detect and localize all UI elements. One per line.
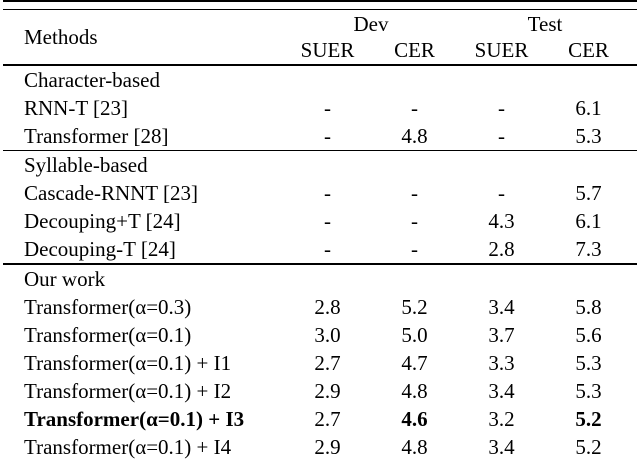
section-title: Syllable-based	[24, 153, 148, 178]
value-cell: -	[324, 123, 331, 148]
value-cell: -	[324, 95, 331, 120]
value-cell: 5.8	[575, 294, 602, 319]
test-cer-column-header: CER	[568, 38, 609, 62]
table-row: RNN-T [23] - - - 6.1	[3, 94, 637, 122]
method-cell: Transformer [28]	[24, 123, 169, 148]
results-table: Methods Dev Test SUER CER SUER CER Chara…	[3, 0, 637, 460]
value-cell: 2.9	[314, 434, 341, 459]
value-cell: -	[411, 237, 418, 262]
table-header: Methods Dev Test SUER CER SUER CER	[3, 10, 637, 64]
table-row: Transformer(α=0.1) + I2 2.9 4.8 3.4 5.3	[3, 377, 637, 405]
value-cell: 5.6	[575, 322, 602, 347]
section-title: Character-based	[24, 67, 160, 92]
value-cell: 4.8	[401, 434, 428, 459]
value-cell: 4.8	[401, 378, 428, 403]
value-cell: 3.3	[488, 350, 515, 375]
value-cell: 6.1	[575, 209, 602, 234]
method-cell: Transformer(α=0.3)	[24, 294, 192, 319]
method-cell: Transformer(α=0.1) + I1	[24, 350, 232, 375]
value-cell: 2.9	[314, 378, 341, 403]
value-cell: 2.8	[314, 294, 341, 319]
method-cell: RNN-T [23]	[24, 95, 129, 120]
value-cell: -	[498, 95, 505, 120]
value-cell: -	[324, 209, 331, 234]
value-cell: 5.2	[575, 406, 602, 431]
value-cell: 3.4	[488, 294, 515, 319]
method-cell: Decouping-T [24]	[24, 237, 176, 262]
table-row: Decouping+T [24] - - 4.3 6.1	[3, 207, 637, 235]
dev-suer-column-header: SUER	[300, 38, 355, 62]
table-row: Decouping-T [24] - - 2.8 7.3	[3, 235, 637, 263]
method-cell: Decouping+T [24]	[24, 209, 181, 234]
value-cell: 5.0	[401, 322, 428, 347]
value-cell: -	[411, 181, 418, 206]
dev-cer-column-header: CER	[394, 38, 435, 62]
header-bottom-rule	[3, 64, 637, 66]
value-cell: 4.6	[401, 406, 428, 431]
table-row: Transformer(α=0.1) + I4 2.9 4.8 3.4 5.2	[3, 433, 637, 460]
value-cell: 2.8	[488, 237, 515, 262]
test-suer-column-header: SUER	[474, 38, 529, 62]
value-cell: -	[411, 209, 418, 234]
value-cell: 4.8	[401, 123, 428, 148]
section-divider-rule	[3, 149, 637, 152]
table-row: Transformer(α=0.1) 3.0 5.0 3.7 5.6	[3, 321, 637, 349]
value-cell: 5.7	[575, 181, 602, 206]
value-cell: 3.4	[488, 378, 515, 403]
value-cell: 3.0	[314, 322, 341, 347]
method-cell: Transformer(α=0.1) + I3	[24, 406, 245, 431]
value-cell: 4.3	[488, 209, 515, 234]
method-cell: Transformer(α=0.1) + I4	[24, 434, 232, 459]
table-row: Transformer [28] - 4.8 - 5.3	[3, 122, 637, 150]
method-cell: Transformer(α=0.1)	[24, 322, 192, 347]
table-row: Transformer(α=0.1) + I1 2.7 4.7 3.3 5.3	[3, 349, 637, 377]
value-cell: 3.2	[488, 406, 515, 431]
value-cell: 6.1	[575, 95, 602, 120]
dev-group-header: Dev	[353, 12, 389, 36]
value-cell: 5.2	[575, 434, 602, 459]
methods-column-header: Methods	[24, 24, 98, 49]
value-cell: 5.2	[401, 294, 428, 319]
value-cell: 2.7	[314, 406, 341, 431]
test-group-header: Test	[527, 12, 563, 36]
value-cell: 5.3	[575, 123, 602, 148]
table-row: Transformer(α=0.3) 2.8 5.2 3.4 5.8	[3, 293, 637, 321]
table-row: Cascade-RNNT [23] - - - 5.7	[3, 179, 637, 207]
value-cell: -	[498, 181, 505, 206]
method-cell: Transformer(α=0.1) + I2	[24, 378, 232, 403]
value-cell: -	[324, 237, 331, 262]
value-cell: 3.4	[488, 434, 515, 459]
method-cell: Cascade-RNNT [23]	[24, 181, 198, 206]
value-cell: 5.3	[575, 350, 602, 375]
value-cell: -	[411, 95, 418, 120]
table-body: Character-based RNN-T [23] - - - 6.1 Tra…	[3, 66, 637, 460]
value-cell: 5.3	[575, 378, 602, 403]
section-divider-rule	[3, 263, 637, 265]
value-cell: 2.7	[314, 350, 341, 375]
value-cell: -	[324, 181, 331, 206]
value-cell: 7.3	[575, 237, 602, 262]
value-cell: -	[498, 123, 505, 148]
top-double-rule	[3, 0, 637, 10]
table-row: Transformer(α=0.1) + I3 2.7 4.6 3.2 5.2	[3, 405, 637, 433]
value-cell: 4.7	[401, 350, 428, 375]
section-title: Our work	[24, 266, 106, 291]
value-cell: 3.7	[488, 322, 515, 347]
